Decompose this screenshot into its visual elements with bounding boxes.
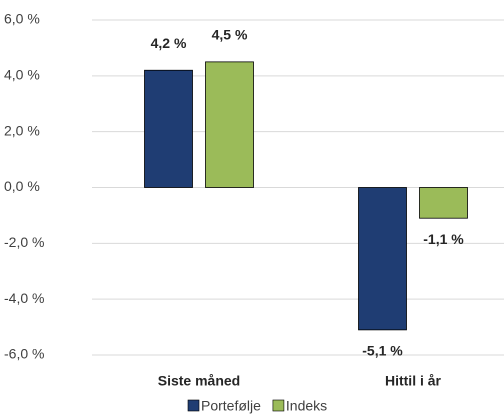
value-label: -1,1 % xyxy=(423,231,464,247)
legend-label: Portefølje xyxy=(201,398,261,414)
legend-swatch xyxy=(187,399,200,412)
y-tick-label: -2,0 % xyxy=(4,234,44,250)
y-tick-label: 6,0 % xyxy=(4,11,40,27)
value-label: 4,5 % xyxy=(212,27,248,43)
bar xyxy=(144,69,193,188)
x-tick-label: Hittil i år xyxy=(385,373,442,389)
y-tick-label: -6,0 % xyxy=(4,346,44,362)
bar xyxy=(358,187,407,331)
legend-swatch xyxy=(272,399,285,412)
y-tick-label: 4,0 % xyxy=(4,67,40,83)
value-label: -5,1 % xyxy=(362,343,403,359)
bar xyxy=(205,61,254,188)
x-tick-label: Siste måned xyxy=(158,373,240,389)
value-label: 4,2 % xyxy=(151,35,187,51)
y-tick-label: -4,0 % xyxy=(4,290,44,306)
y-tick-label: 2,0 % xyxy=(4,122,40,138)
y-tick-label: 0,0 % xyxy=(4,178,40,194)
legend-label: Indeks xyxy=(286,398,327,414)
bar xyxy=(419,187,468,219)
